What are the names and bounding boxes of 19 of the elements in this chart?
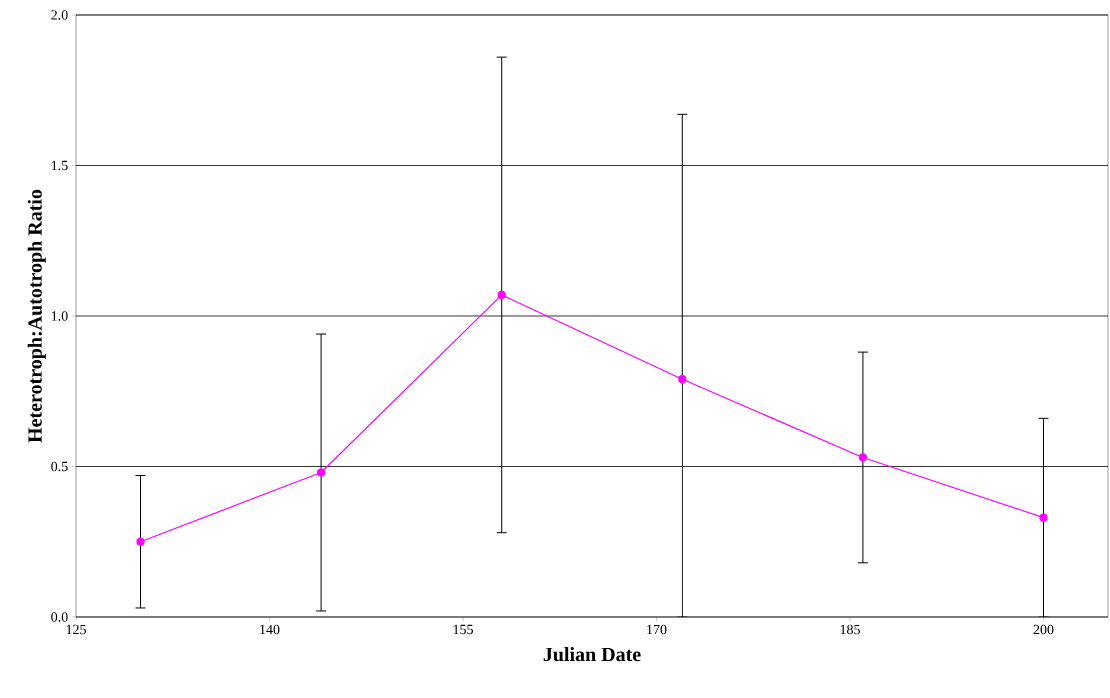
y-tick-label: 0.5 — [51, 461, 68, 472]
x-tick-label: 170 — [647, 624, 667, 635]
y-tick-label: 1.0 — [51, 311, 68, 321]
point — [136, 537, 145, 546]
point — [317, 468, 326, 477]
x-tick-label: 140 — [260, 624, 280, 635]
point — [1039, 513, 1048, 522]
y-tick-label: 1.5 — [51, 160, 68, 171]
x-axis-title: Julian Date — [543, 647, 641, 662]
y-tick-label: 2.0 — [51, 10, 68, 20]
x-tick-label: 155 — [453, 624, 473, 635]
x-tick-label: 200 — [1033, 624, 1054, 635]
y-tick-label: 0.0 — [51, 612, 68, 622]
point — [858, 453, 867, 462]
x-tick-label: 185 — [840, 624, 860, 635]
y-axis-title: Heterotroph:Autotroph Ratio — [27, 189, 46, 443]
point — [497, 290, 506, 300]
x-tick-label: 125 — [66, 624, 86, 635]
point — [678, 375, 687, 384]
